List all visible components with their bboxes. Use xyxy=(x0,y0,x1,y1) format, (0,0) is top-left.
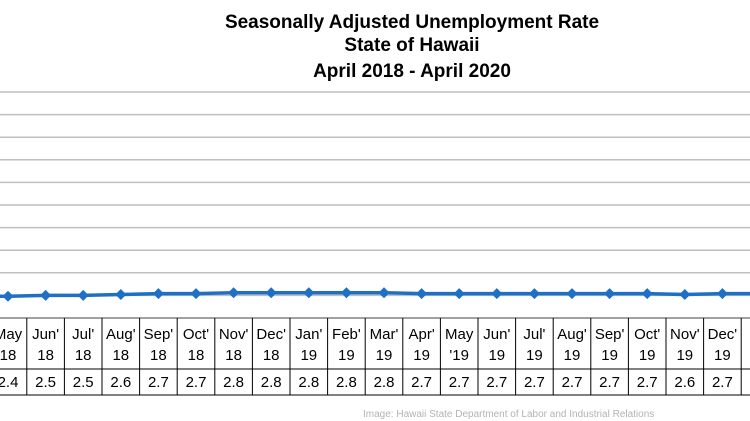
image-credit: Image: Hawaii State Department of Labor … xyxy=(363,409,654,420)
data-label: 2.7 xyxy=(637,374,658,391)
data-point-marker xyxy=(716,288,728,300)
data-label: 2.7 xyxy=(524,374,545,391)
x-tick-label-month: Jan' xyxy=(295,326,322,343)
data-point-marker xyxy=(340,287,352,299)
data-point-marker xyxy=(152,288,164,300)
chart-title-line-1: Seasonally Adjusted Unemployment Rate xyxy=(225,12,599,33)
x-tick-label-month: Apr' xyxy=(408,326,434,343)
data-point-marker xyxy=(416,288,428,300)
x-tick-label-year: 19 xyxy=(526,347,543,364)
series-unemployment-rate xyxy=(0,287,750,302)
x-tick-label-month: Jun' xyxy=(483,326,510,343)
x-tick-label-year: 19 xyxy=(714,347,731,364)
x-tick-label-year: 18 xyxy=(188,347,205,364)
x-tick-label-month: Aug' xyxy=(106,326,136,343)
data-label: 2.8 xyxy=(223,374,244,391)
x-tick-label-month: Nov' xyxy=(219,326,249,343)
x-tick-label-month: Mar' xyxy=(370,326,399,343)
x-tick-label-year: 19 xyxy=(564,347,581,364)
data-label: 2.7 xyxy=(562,374,583,391)
data-point-marker xyxy=(77,289,89,301)
data-label: 2.5 xyxy=(35,374,56,391)
chart-title: Seasonally Adjusted Unemployment RateSta… xyxy=(225,12,599,82)
x-tick-label-month: Sep' xyxy=(595,326,625,343)
data-label: 2.7 xyxy=(486,374,507,391)
x-tick-label-year: 19 xyxy=(413,347,430,364)
data-label: 2.8 xyxy=(374,374,395,391)
data-point-marker xyxy=(303,287,315,299)
data-point-marker xyxy=(378,287,390,299)
x-tick-label-year: 18 xyxy=(263,347,280,364)
x-tick-label-year: 18 xyxy=(0,347,16,364)
x-tick-label-year: 19 xyxy=(601,347,618,364)
x-tick-label-year: 19 xyxy=(639,347,656,364)
x-tick-label-month: Dec' xyxy=(708,326,738,343)
data-label: 2.5 xyxy=(73,374,94,391)
x-tick-label-year: 19 xyxy=(338,347,355,364)
x-tick-label-year: 18 xyxy=(150,347,167,364)
data-label: 2.7 xyxy=(712,374,733,391)
x-tick-label-month: Nov' xyxy=(670,326,700,343)
data-point-marker xyxy=(115,288,127,300)
data-label: 2.7 xyxy=(148,374,169,391)
data-point-marker xyxy=(453,288,465,300)
data-point-marker xyxy=(190,288,202,300)
x-tick-label-month: May xyxy=(0,326,23,343)
data-point-marker xyxy=(40,289,52,301)
data-point-marker xyxy=(228,287,240,299)
chart-title-line-3: April 2018 - April 2020 xyxy=(313,61,511,82)
x-tick-label-month: Jun' xyxy=(32,326,59,343)
data-point-marker xyxy=(679,288,691,300)
x-tick-label-year: 19 xyxy=(488,347,505,364)
x-tick-label-month: Oct' xyxy=(183,326,209,343)
data-label: 2.8 xyxy=(298,374,319,391)
x-tick-label-year: '19 xyxy=(449,347,469,364)
data-point-marker xyxy=(604,288,616,300)
data-point-marker xyxy=(491,288,503,300)
chart-title-line-2: State of Hawaii xyxy=(344,35,479,56)
data-point-marker xyxy=(265,287,277,299)
data-label: 2.8 xyxy=(261,374,282,391)
gridlines xyxy=(0,91,750,319)
data-label: 2.8 xyxy=(336,374,357,391)
x-tick-label-month: Dec' xyxy=(256,326,286,343)
x-tick-label-month: Oct' xyxy=(634,326,660,343)
x-tick-label-month: Jul' xyxy=(523,326,545,343)
data-table: May 18 2.4 Jun' 18 2.5 Jul' 18 2.5 Aug' 18 2.6 Sep' 1… xyxy=(0,318,750,396)
data-point-marker xyxy=(641,288,653,300)
data-point-marker xyxy=(2,290,14,302)
x-tick-label-month: Jul' xyxy=(72,326,94,343)
x-tick-label-year: 18 xyxy=(225,347,242,364)
x-tick-label-year: 18 xyxy=(75,347,92,364)
x-tick-label-month: May xyxy=(445,326,474,343)
x-tick-label-year: 19 xyxy=(676,347,693,364)
data-label: 2.7 xyxy=(411,374,432,391)
data-label: 2.7 xyxy=(449,374,470,391)
x-tick-label-month: Aug' xyxy=(557,326,587,343)
data-point-marker xyxy=(566,288,578,300)
data-label: 2.6 xyxy=(674,374,695,391)
x-tick-label-year: 18 xyxy=(112,347,129,364)
x-tick-label-year: 18 xyxy=(37,347,54,364)
data-label: 2.6 xyxy=(110,374,131,391)
data-label: 2.7 xyxy=(186,374,207,391)
x-tick-label-month: Sep' xyxy=(144,326,174,343)
data-point-marker xyxy=(528,288,540,300)
data-label: 2.7 xyxy=(599,374,620,391)
data-label: 2.4 xyxy=(0,374,18,391)
x-tick-label-year: 19 xyxy=(300,347,317,364)
x-tick-label-year: 19 xyxy=(376,347,393,364)
x-tick-label-month: Feb' xyxy=(332,326,361,343)
